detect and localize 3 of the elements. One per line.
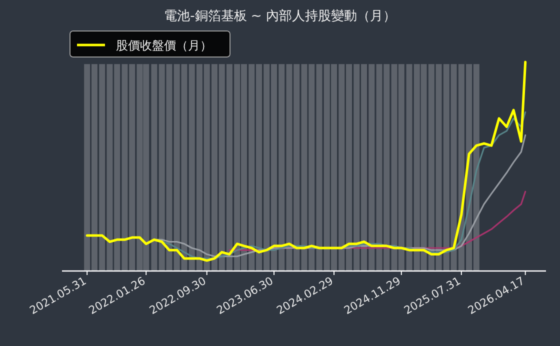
legend-label: 股價收盤價（月） — [116, 38, 212, 52]
chart-title: 電池-銅箔基板 ~ 內部人持股變動（月） — [164, 9, 396, 24]
legend: 股價收盤價（月） — [70, 30, 230, 58]
